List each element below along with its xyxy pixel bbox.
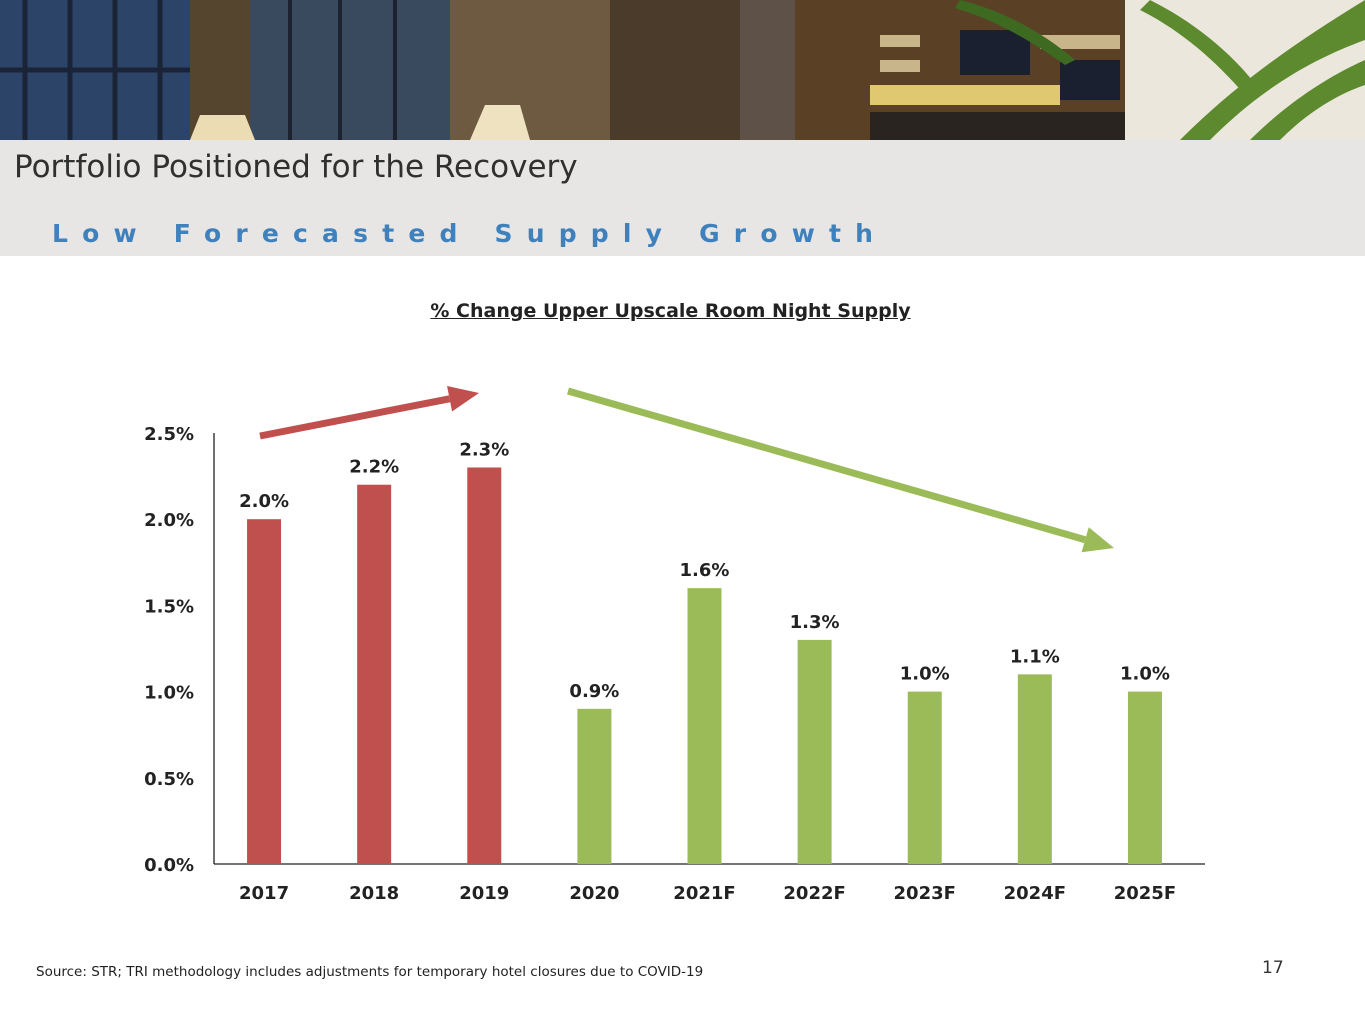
y-tick-label: 2.5%: [144, 424, 194, 445]
trend-arrow-up-head: [447, 386, 479, 412]
bar-value-label: 2.2%: [349, 457, 399, 478]
x-tick-label: 2017: [239, 883, 289, 904]
bar-value-label: 1.0%: [900, 664, 950, 685]
y-tick-labels: 0.0% 0.5% 1.0% 1.5% 2.0% 2.5%: [144, 424, 194, 876]
bars: [247, 467, 1162, 864]
x-tick-label: 2022F: [783, 883, 845, 904]
page-subtitle: Low Forecasted Supply Growth: [52, 219, 888, 248]
y-tick-label: 0.0%: [144, 855, 194, 876]
bar: [1017, 674, 1052, 864]
trend-arrow-up-shaft: [259, 395, 451, 440]
bar-value-label: 0.9%: [569, 681, 619, 702]
bar: [907, 691, 942, 864]
bar-value-label: 2.3%: [459, 439, 509, 460]
bar-value-label: 1.0%: [1120, 664, 1170, 685]
chart-title: % Change Upper Upscale Room Night Supply: [430, 300, 911, 322]
trend-arrow-down-shaft: [567, 387, 1087, 544]
bar-value-label: 1.3%: [790, 612, 840, 633]
source-note: Source: STR; TRI methodology includes ad…: [36, 964, 704, 980]
bar: [357, 484, 392, 864]
x-tick-label: 2025F: [1114, 883, 1176, 904]
value-labels: 2.0% 2.2% 2.3% 0.9% 1.6% 1.3% 1.0% 1.1% 1.0%: [239, 439, 1170, 701]
page-title: Portfolio Positioned for the Recovery: [14, 149, 578, 185]
trend-arrow-down-head: [1081, 527, 1114, 553]
y-tick-label: 1.5%: [144, 596, 194, 617]
trend-arrow-up: [259, 386, 479, 440]
x-tick-label: 2018: [349, 883, 399, 904]
title-band: [0, 140, 1365, 256]
x-tick-label: 2024F: [1004, 883, 1066, 904]
trend-arrow-down: [567, 387, 1114, 553]
x-tick-labels: 2017 2018 2019 2020 2021F 2022F 2023F 2024F 2025…: [239, 883, 1176, 904]
bar-value-label: 1.6%: [680, 560, 730, 581]
x-tick-label: 2021F: [673, 883, 735, 904]
x-tick-label: 2020: [569, 883, 619, 904]
bar-value-label: 2.0%: [239, 491, 289, 512]
page-number: 17: [1262, 958, 1284, 978]
bar-value-label: 1.1%: [1010, 646, 1060, 667]
y-tick-label: 2.0%: [144, 510, 194, 531]
y-tick-label: 1.0%: [144, 683, 194, 704]
bar: [1127, 691, 1162, 864]
bar: [467, 467, 502, 864]
bar: [797, 639, 832, 864]
trend-arrows: [259, 386, 1114, 553]
bar: [247, 519, 282, 864]
x-tick-label: 2019: [459, 883, 509, 904]
bar: [577, 708, 612, 864]
y-tick-label: 0.5%: [144, 769, 194, 790]
x-tick-label: 2023F: [894, 883, 956, 904]
bar: [687, 588, 722, 864]
